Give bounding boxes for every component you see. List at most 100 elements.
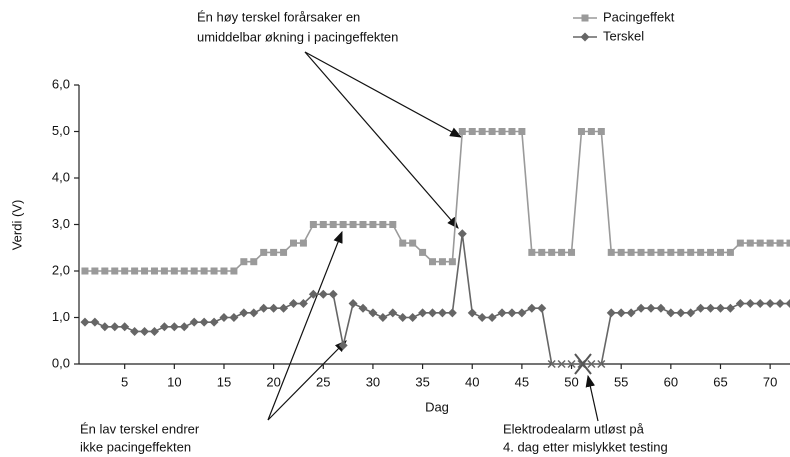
point <box>696 303 706 313</box>
annotation: Elektrodealarm utløst på <box>503 421 645 436</box>
point <box>707 248 715 256</box>
x-tick-label: 25 <box>316 374 330 389</box>
point <box>597 128 605 135</box>
x-tick-label: 70 <box>763 374 777 389</box>
point <box>428 308 438 318</box>
point <box>715 303 725 313</box>
point <box>180 267 188 275</box>
point <box>289 239 297 247</box>
point <box>91 267 99 275</box>
point <box>239 308 249 318</box>
point <box>437 308 447 318</box>
annotation: umiddelbar økning i pacingeffekten <box>197 29 398 44</box>
annotation: 4. dag etter mislykket testing <box>503 439 668 454</box>
point <box>220 267 228 275</box>
point <box>587 359 596 369</box>
x-tick-label: 30 <box>366 374 380 389</box>
point <box>497 308 507 318</box>
point <box>210 267 218 275</box>
y-tick-label: 5,0 <box>52 123 70 138</box>
point <box>785 299 790 309</box>
point <box>111 267 119 275</box>
arrow <box>267 230 343 421</box>
point <box>637 248 645 256</box>
point <box>676 308 686 318</box>
point <box>577 128 585 135</box>
legend-marker <box>581 14 589 22</box>
point <box>636 303 646 313</box>
point <box>467 308 477 318</box>
point <box>260 248 268 256</box>
point <box>388 308 398 318</box>
x-tick-label: 60 <box>664 374 678 389</box>
point <box>368 308 378 318</box>
y-tick-label: 3,0 <box>52 216 70 231</box>
point <box>398 313 408 322</box>
y-tick-label: 4,0 <box>52 169 70 184</box>
point <box>150 267 158 275</box>
annotation: Én høy terskel forårsaker en <box>197 9 360 24</box>
y-tick-label: 6,0 <box>52 76 70 91</box>
point <box>548 248 556 256</box>
point <box>587 128 595 135</box>
point <box>399 239 407 247</box>
point <box>190 267 198 275</box>
point <box>547 359 556 369</box>
point <box>646 303 656 313</box>
point <box>259 303 269 313</box>
point <box>328 289 338 299</box>
point <box>518 128 526 135</box>
point <box>219 313 229 322</box>
point <box>687 248 695 256</box>
x-tick-label: 5 <box>121 374 128 389</box>
point <box>686 308 696 318</box>
point <box>110 322 120 332</box>
point <box>378 313 388 322</box>
point <box>121 267 129 275</box>
y-tick-label: 1,0 <box>52 309 70 324</box>
point <box>508 128 516 135</box>
point <box>120 322 130 332</box>
point <box>766 239 774 247</box>
point <box>379 221 387 228</box>
point <box>468 128 476 135</box>
point <box>149 326 159 336</box>
point <box>279 303 289 313</box>
point <box>298 299 308 309</box>
point <box>745 299 755 309</box>
point <box>697 248 705 256</box>
point <box>666 308 676 318</box>
point <box>309 221 317 228</box>
point <box>369 221 377 228</box>
point <box>81 267 89 275</box>
point <box>606 308 616 318</box>
point <box>775 299 785 309</box>
point <box>348 299 358 309</box>
point <box>527 303 537 313</box>
point <box>409 239 417 247</box>
arrow <box>267 340 347 421</box>
point <box>308 289 318 299</box>
x-tick-label: 55 <box>614 374 628 389</box>
point <box>537 303 547 313</box>
point <box>288 299 298 309</box>
legend-marker <box>580 32 590 42</box>
point <box>240 258 248 266</box>
point <box>477 313 487 322</box>
point <box>280 248 288 256</box>
x-tick-label: 65 <box>713 374 727 389</box>
point <box>677 248 685 256</box>
annotation: Én lav terskel endrer <box>80 421 200 436</box>
point <box>725 303 735 313</box>
point <box>755 299 765 309</box>
point <box>488 128 496 135</box>
point <box>319 221 327 228</box>
point <box>617 248 625 256</box>
point <box>726 248 734 256</box>
point <box>736 239 744 247</box>
point <box>170 267 178 275</box>
point <box>616 308 626 318</box>
x-tick-label: 20 <box>266 374 280 389</box>
point <box>756 239 764 247</box>
